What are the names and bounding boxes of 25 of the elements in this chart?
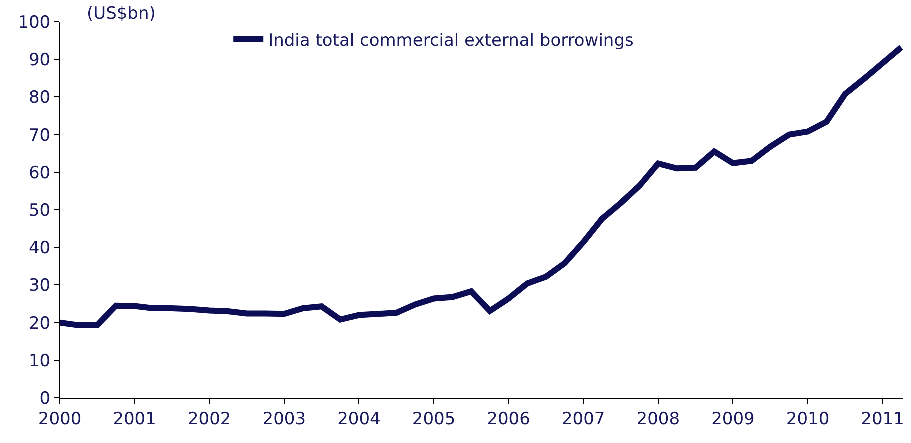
y-tick-label: 30 <box>28 276 51 296</box>
y-tick-label: 10 <box>28 351 51 372</box>
x-tick-label: 2007 <box>562 409 606 430</box>
y-tick-label: 50 <box>28 200 51 221</box>
x-tick-label: 2003 <box>262 409 306 430</box>
y-tick-label: 40 <box>28 238 51 259</box>
x-tick-label: 2006 <box>487 409 530 430</box>
y-axis-title: (US$bn) <box>87 4 156 24</box>
x-tick-label: 2010 <box>786 409 830 430</box>
x-tick-label: 2011 <box>861 409 904 430</box>
y-tick-label: 0 <box>40 388 51 409</box>
x-tick-label: 2004 <box>338 409 381 430</box>
legend-label: India total commercial external borrowings <box>268 31 634 52</box>
x-tick-label: 2005 <box>412 409 456 430</box>
x-tick-label: 2009 <box>712 409 755 430</box>
x-tick-label: 2000 <box>38 409 82 430</box>
x-tick-label: 2002 <box>188 409 232 430</box>
y-tick-label: 90 <box>28 50 51 71</box>
y-tick-label: 80 <box>28 88 51 108</box>
y-tick-label: 20 <box>28 314 51 334</box>
y-tick-label: 100 <box>18 12 51 33</box>
x-tick-label: 2001 <box>113 409 156 430</box>
x-tick-label: 2008 <box>636 409 680 430</box>
y-tick-label: 60 <box>28 163 51 184</box>
y-tick-label: 70 <box>28 126 51 146</box>
